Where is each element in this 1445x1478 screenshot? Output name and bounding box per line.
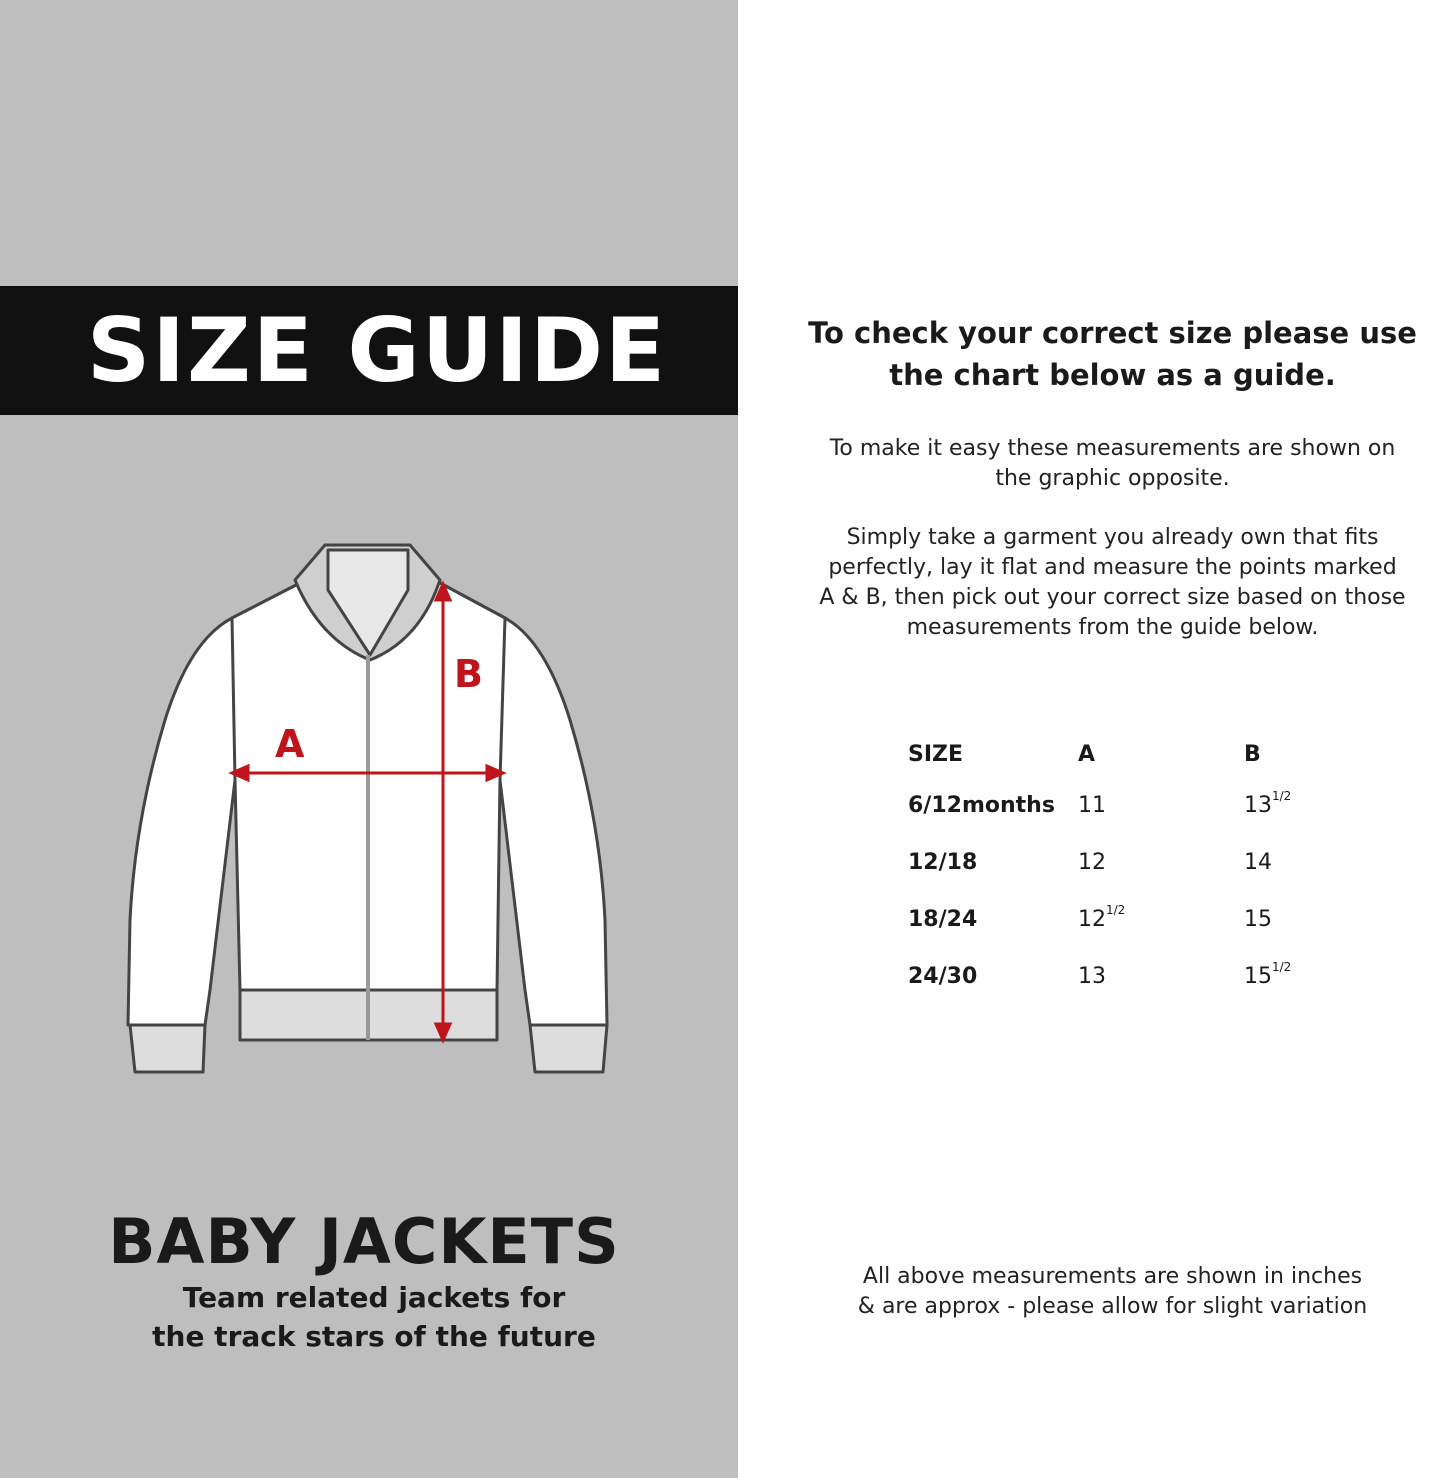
footnote: All above measurements are shown in inch…: [790, 1262, 1435, 1322]
table-row: 6/12months 11 131/2: [908, 777, 1291, 834]
a-cell: 12: [1078, 850, 1106, 875]
text-line: To make it easy these measurements are s…: [829, 436, 1396, 461]
product-block: BABY JACKETS Team related jackets for th…: [0, 1205, 738, 1356]
jacket-diagram: A B: [126, 543, 609, 1074]
product-name: BABY JACKETS: [108, 1205, 620, 1278]
left-panel: SIZE GUIDE A B BABY JACKETS Team related…: [0, 0, 738, 1478]
size-cell: 18/24: [908, 907, 978, 932]
header-size: SIZE: [908, 742, 964, 767]
heading-line-1: To check your correct size please use: [808, 316, 1417, 350]
text-line: measurements from the guide below.: [906, 615, 1319, 640]
table-row: 12/18 12 14: [908, 834, 1291, 891]
a-cell: 11: [1078, 793, 1106, 818]
size-cell: 24/30: [908, 964, 978, 989]
right-cuff: [528, 1023, 609, 1074]
heading: To check your correct size please use th…: [790, 312, 1435, 396]
text-line: Simply take a garment you already own th…: [846, 525, 1379, 550]
a-cell: 121/2: [1078, 903, 1126, 932]
left-cuff: [128, 1023, 207, 1074]
b-cell: 131/2: [1244, 789, 1292, 818]
text-line: All above measurements are shown in inch…: [862, 1264, 1363, 1289]
arrow-b-bottom-head: [433, 1022, 453, 1044]
arrow-a-left-head: [228, 763, 250, 783]
text-line: A & B, then pick out your correct size b…: [819, 585, 1406, 610]
table-header: SIZE A B: [908, 742, 1291, 777]
heading-line-2: the chart below as a guide.: [889, 358, 1336, 392]
a-cell: 13: [1078, 964, 1106, 989]
header-a: A: [1078, 742, 1096, 767]
intro-paragraph: To make it easy these measurements are s…: [790, 434, 1435, 494]
size-table: SIZE A B 6/12months 11 131/2 12/18 12 14 18/…: [908, 742, 1291, 1005]
label-b: B: [454, 652, 483, 696]
text-line: & are approx - please allow for slight v…: [857, 1294, 1368, 1319]
title-band: SIZE GUIDE: [0, 286, 738, 415]
instructions-paragraph: Simply take a garment you already own th…: [790, 523, 1435, 643]
b-cell: 14: [1244, 850, 1272, 875]
tagline-2: the track stars of the future: [152, 1320, 596, 1353]
text-line: perfectly, lay it flat and measure the p…: [828, 555, 1397, 580]
header-b: B: [1244, 742, 1261, 767]
b-cell: 151/2: [1244, 960, 1292, 989]
page-title: SIZE GUIDE: [86, 299, 668, 402]
b-cell: 15: [1244, 907, 1272, 932]
size-cell: 6/12months: [908, 793, 1055, 818]
table-row: 18/24 121/2 15: [908, 891, 1291, 948]
arrow-b-top-head: [433, 580, 453, 602]
size-cell: 12/18: [908, 850, 978, 875]
table-row: 24/30 13 151/2: [908, 948, 1291, 1005]
text-line: the graphic opposite.: [995, 466, 1230, 491]
arrow-a-right-head: [485, 763, 507, 783]
label-a: A: [275, 722, 305, 766]
tagline-1: Team related jackets for: [182, 1281, 566, 1314]
collar-inner: [326, 548, 410, 657]
